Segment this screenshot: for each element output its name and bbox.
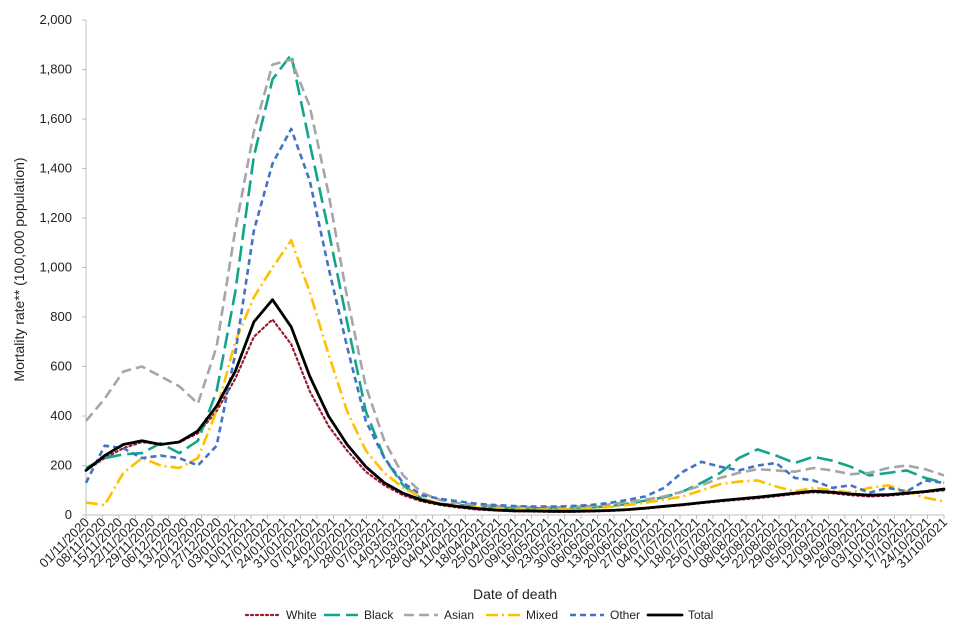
legend-item-white: White xyxy=(244,608,317,622)
series-line-asian xyxy=(85,58,945,509)
legend-label: Mixed xyxy=(526,608,558,622)
legend-label: White xyxy=(286,608,317,622)
legend-label: Other xyxy=(610,608,640,622)
y-axis-title: Mortality rate** (100,000 population) xyxy=(11,157,27,381)
legend-item-mixed: Mixed xyxy=(486,608,558,622)
x-axis-title: Date of death xyxy=(473,586,557,602)
y-tick-label: 1,600 xyxy=(39,111,72,126)
y-tick-label: 1,000 xyxy=(39,260,72,275)
legend: White Black Asian Mixed Other Total xyxy=(244,608,713,622)
legend-label: Total xyxy=(688,608,713,622)
legend-item-black: Black xyxy=(324,608,394,622)
legend-label: Asian xyxy=(444,608,474,622)
legend-item-other: Other xyxy=(570,608,640,622)
y-tick-label: 0 xyxy=(65,507,72,522)
y-tick-label: 1,400 xyxy=(39,161,72,176)
y-tick-label: 800 xyxy=(50,309,72,324)
y-tick-label: 2,000 xyxy=(39,12,72,27)
series-layer xyxy=(84,53,946,513)
y-tick-label: 200 xyxy=(50,458,72,473)
series-line-black xyxy=(85,53,945,510)
legend-label: Black xyxy=(364,608,394,622)
axes: 0 200 400 600 800 1,000 1,200 1,400 1,600 1,800 2,… xyxy=(36,12,950,571)
legend-item-asian: Asian xyxy=(404,608,474,622)
legend-item-total: Total xyxy=(646,608,713,622)
y-tick-label: 600 xyxy=(50,359,72,374)
series-line-other xyxy=(84,127,945,508)
y-tick-label: 400 xyxy=(50,408,72,423)
y-tick-label: 1,200 xyxy=(39,210,72,225)
series-line-total xyxy=(84,298,946,513)
y-tick-label: 1,800 xyxy=(39,62,72,77)
